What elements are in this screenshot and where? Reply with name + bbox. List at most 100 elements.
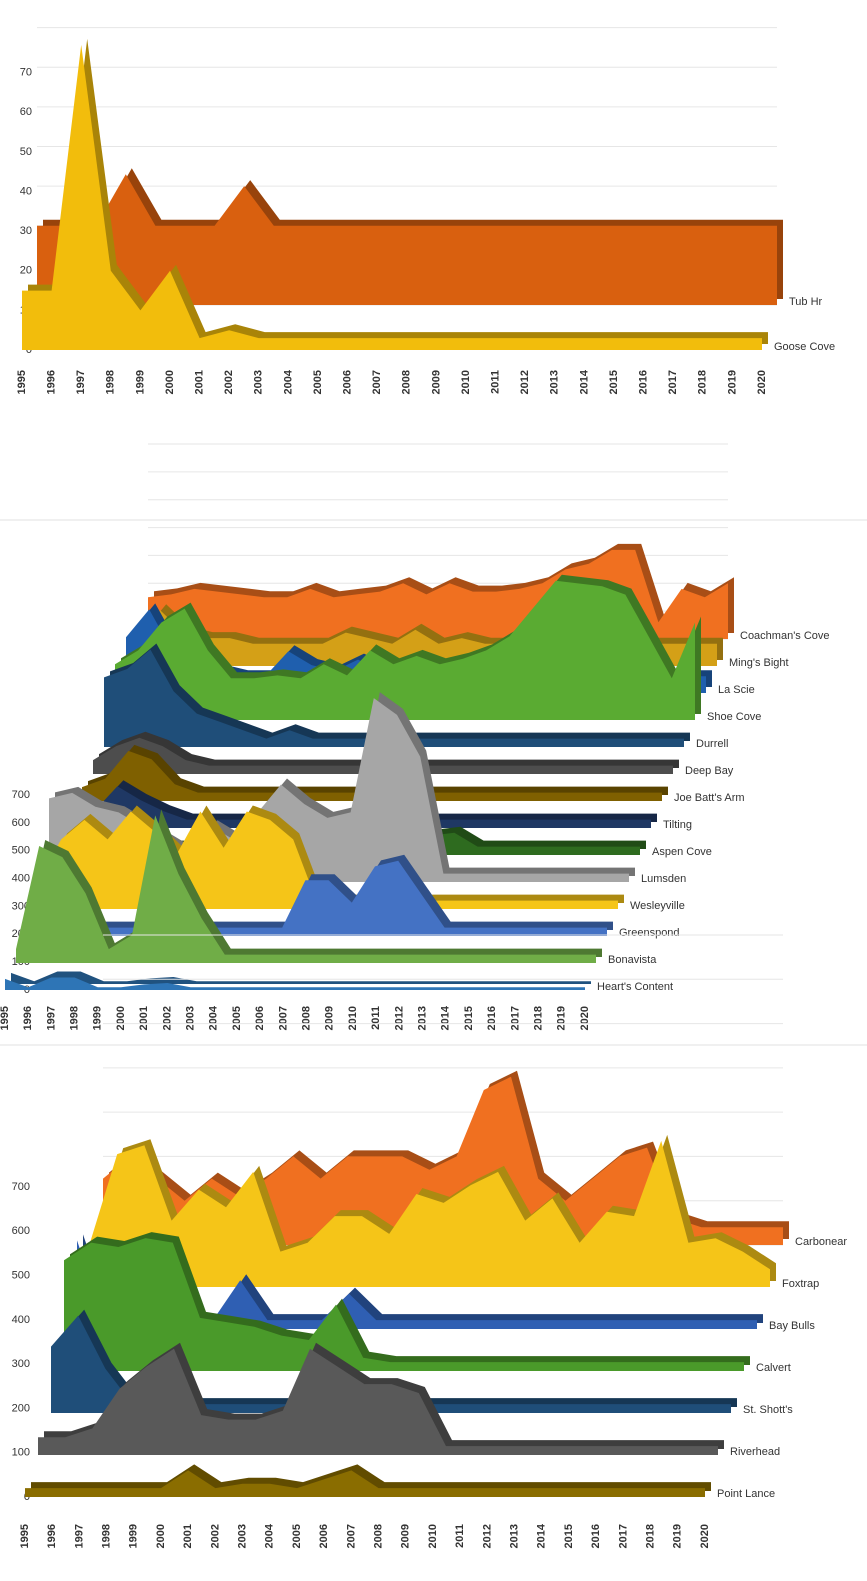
x-tick-label: 2017: [667, 370, 679, 394]
area: [16, 815, 596, 963]
series-label: Lumsden: [641, 873, 686, 885]
x-tick-label: 2015: [463, 1006, 475, 1030]
y-tick-label: 60: [20, 106, 32, 118]
y-tick-label: 500: [12, 845, 30, 857]
x-tick-label: 2010: [347, 1006, 359, 1030]
x-tick-label: 2012: [393, 1006, 405, 1030]
area: [22, 44, 762, 350]
x-tick-label: 2003: [253, 370, 265, 394]
x-tick-label: 2002: [209, 1524, 221, 1548]
x-tick-label: 2016: [638, 370, 650, 394]
y-tick-label: 400: [12, 872, 30, 884]
area: [64, 1238, 744, 1371]
x-tick-label: 2016: [590, 1524, 602, 1548]
series-label: Joe Batt's Arm: [674, 792, 745, 804]
series-label: Bonavista: [608, 954, 657, 966]
x-tick-label: 2012: [519, 370, 531, 394]
x-tick-label: 2008: [373, 1524, 385, 1548]
series-label: Wesleyville: [630, 900, 685, 912]
x-tick-label: 2004: [264, 1523, 276, 1548]
area: [25, 1470, 705, 1497]
x-tick-label: 1999: [128, 1524, 140, 1548]
x-tick-label: 2010: [460, 370, 472, 394]
x-tick-label: 2017: [617, 1524, 629, 1548]
x-tick-label: 1995: [0, 1006, 11, 1030]
area: [77, 1240, 757, 1329]
x-tick-label: 1998: [101, 1524, 113, 1548]
x-tick-label: 1996: [22, 1006, 34, 1030]
x-tick-label: 2017: [509, 1006, 521, 1030]
series-label: Aspen Cove: [652, 846, 712, 858]
x-tick-label: 2004: [282, 369, 294, 394]
x-tick-label: 1996: [46, 1524, 58, 1548]
series-label: La Scie: [718, 684, 755, 696]
x-tick-label: 2014: [440, 1005, 452, 1030]
x-tick-label: 2005: [312, 370, 324, 394]
series-label: Heart's Content: [597, 981, 673, 993]
area: [37, 174, 777, 305]
x-tick-label: 2013: [509, 1524, 521, 1548]
y-tick-label: 700: [12, 789, 30, 801]
y-tick-label: 100: [12, 1447, 30, 1459]
x-tick-label: 2013: [417, 1006, 429, 1030]
x-tick-label: 2002: [161, 1006, 173, 1030]
x-tick-label: 2014: [578, 369, 590, 394]
x-tick-label: 2012: [481, 1524, 493, 1548]
x-tick-label: 2013: [549, 370, 561, 394]
x-tick-label: 2019: [726, 370, 738, 394]
area: [90, 1140, 770, 1287]
series-label: Durrell: [696, 738, 728, 750]
x-tick-label: 2015: [608, 370, 620, 394]
y-tick-label: 40: [20, 185, 32, 197]
x-tick-label: 2020: [579, 1006, 591, 1030]
series-label: St. Shott's: [743, 1404, 793, 1416]
area: [38, 1348, 718, 1455]
x-tick-label: 2008: [401, 370, 413, 394]
x-tick-label: 2003: [237, 1524, 249, 1548]
y-tick-label: 600: [12, 1225, 30, 1237]
area-side: [11, 971, 591, 984]
y-tick-label: 20: [20, 265, 32, 277]
x-tick-label: 1997: [75, 370, 87, 394]
series-label: Deep Bay: [685, 765, 734, 777]
x-tick-label: 2018: [697, 370, 709, 394]
series-label: Coachman's Cove: [740, 630, 830, 642]
series-label: Tub Hr: [789, 296, 823, 308]
series-label: Tilting: [663, 819, 692, 831]
area: [103, 1076, 783, 1245]
x-tick-label: 1995: [19, 1524, 31, 1548]
area: [104, 649, 684, 747]
x-tick-label: 1997: [45, 1006, 57, 1030]
series-label: Riverhead: [730, 1446, 780, 1458]
x-tick-label: 2019: [672, 1524, 684, 1548]
x-tick-label: 2018: [533, 1006, 545, 1030]
x-tick-label: 2007: [345, 1524, 357, 1548]
series-label: Ming's Bight: [729, 657, 789, 669]
x-tick-label: 2019: [556, 1006, 568, 1030]
x-tick-label: 1997: [73, 1524, 85, 1548]
x-tick-label: 2015: [563, 1524, 575, 1548]
area: [115, 580, 695, 720]
x-tick-label: 1998: [105, 370, 117, 394]
x-tick-label: 2010: [427, 1524, 439, 1548]
x-tick-label: 2011: [490, 370, 502, 394]
x-tick-label: 2014: [536, 1523, 548, 1548]
x-tick-label: 2011: [454, 1524, 466, 1548]
y-tick-label: 50: [20, 146, 32, 158]
series-label: Carbonear: [795, 1236, 847, 1248]
x-tick-label: 2009: [430, 370, 442, 394]
y-tick-label: 400: [12, 1314, 30, 1326]
x-tick-label: 1999: [134, 370, 146, 394]
x-tick-label: 2007: [277, 1006, 289, 1030]
x-tick-label: 2006: [318, 1524, 330, 1548]
x-tick-label: 2000: [155, 1524, 167, 1548]
x-tick-label: 2004: [208, 1005, 220, 1030]
x-tick-label: 1999: [92, 1006, 104, 1030]
x-tick-label: 1998: [69, 1006, 81, 1030]
area: [5, 977, 585, 990]
x-tick-label: 2009: [400, 1524, 412, 1548]
x-tick-label: 2002: [223, 370, 235, 394]
x-tick-label: 2005: [291, 1524, 303, 1548]
area: [27, 860, 607, 936]
